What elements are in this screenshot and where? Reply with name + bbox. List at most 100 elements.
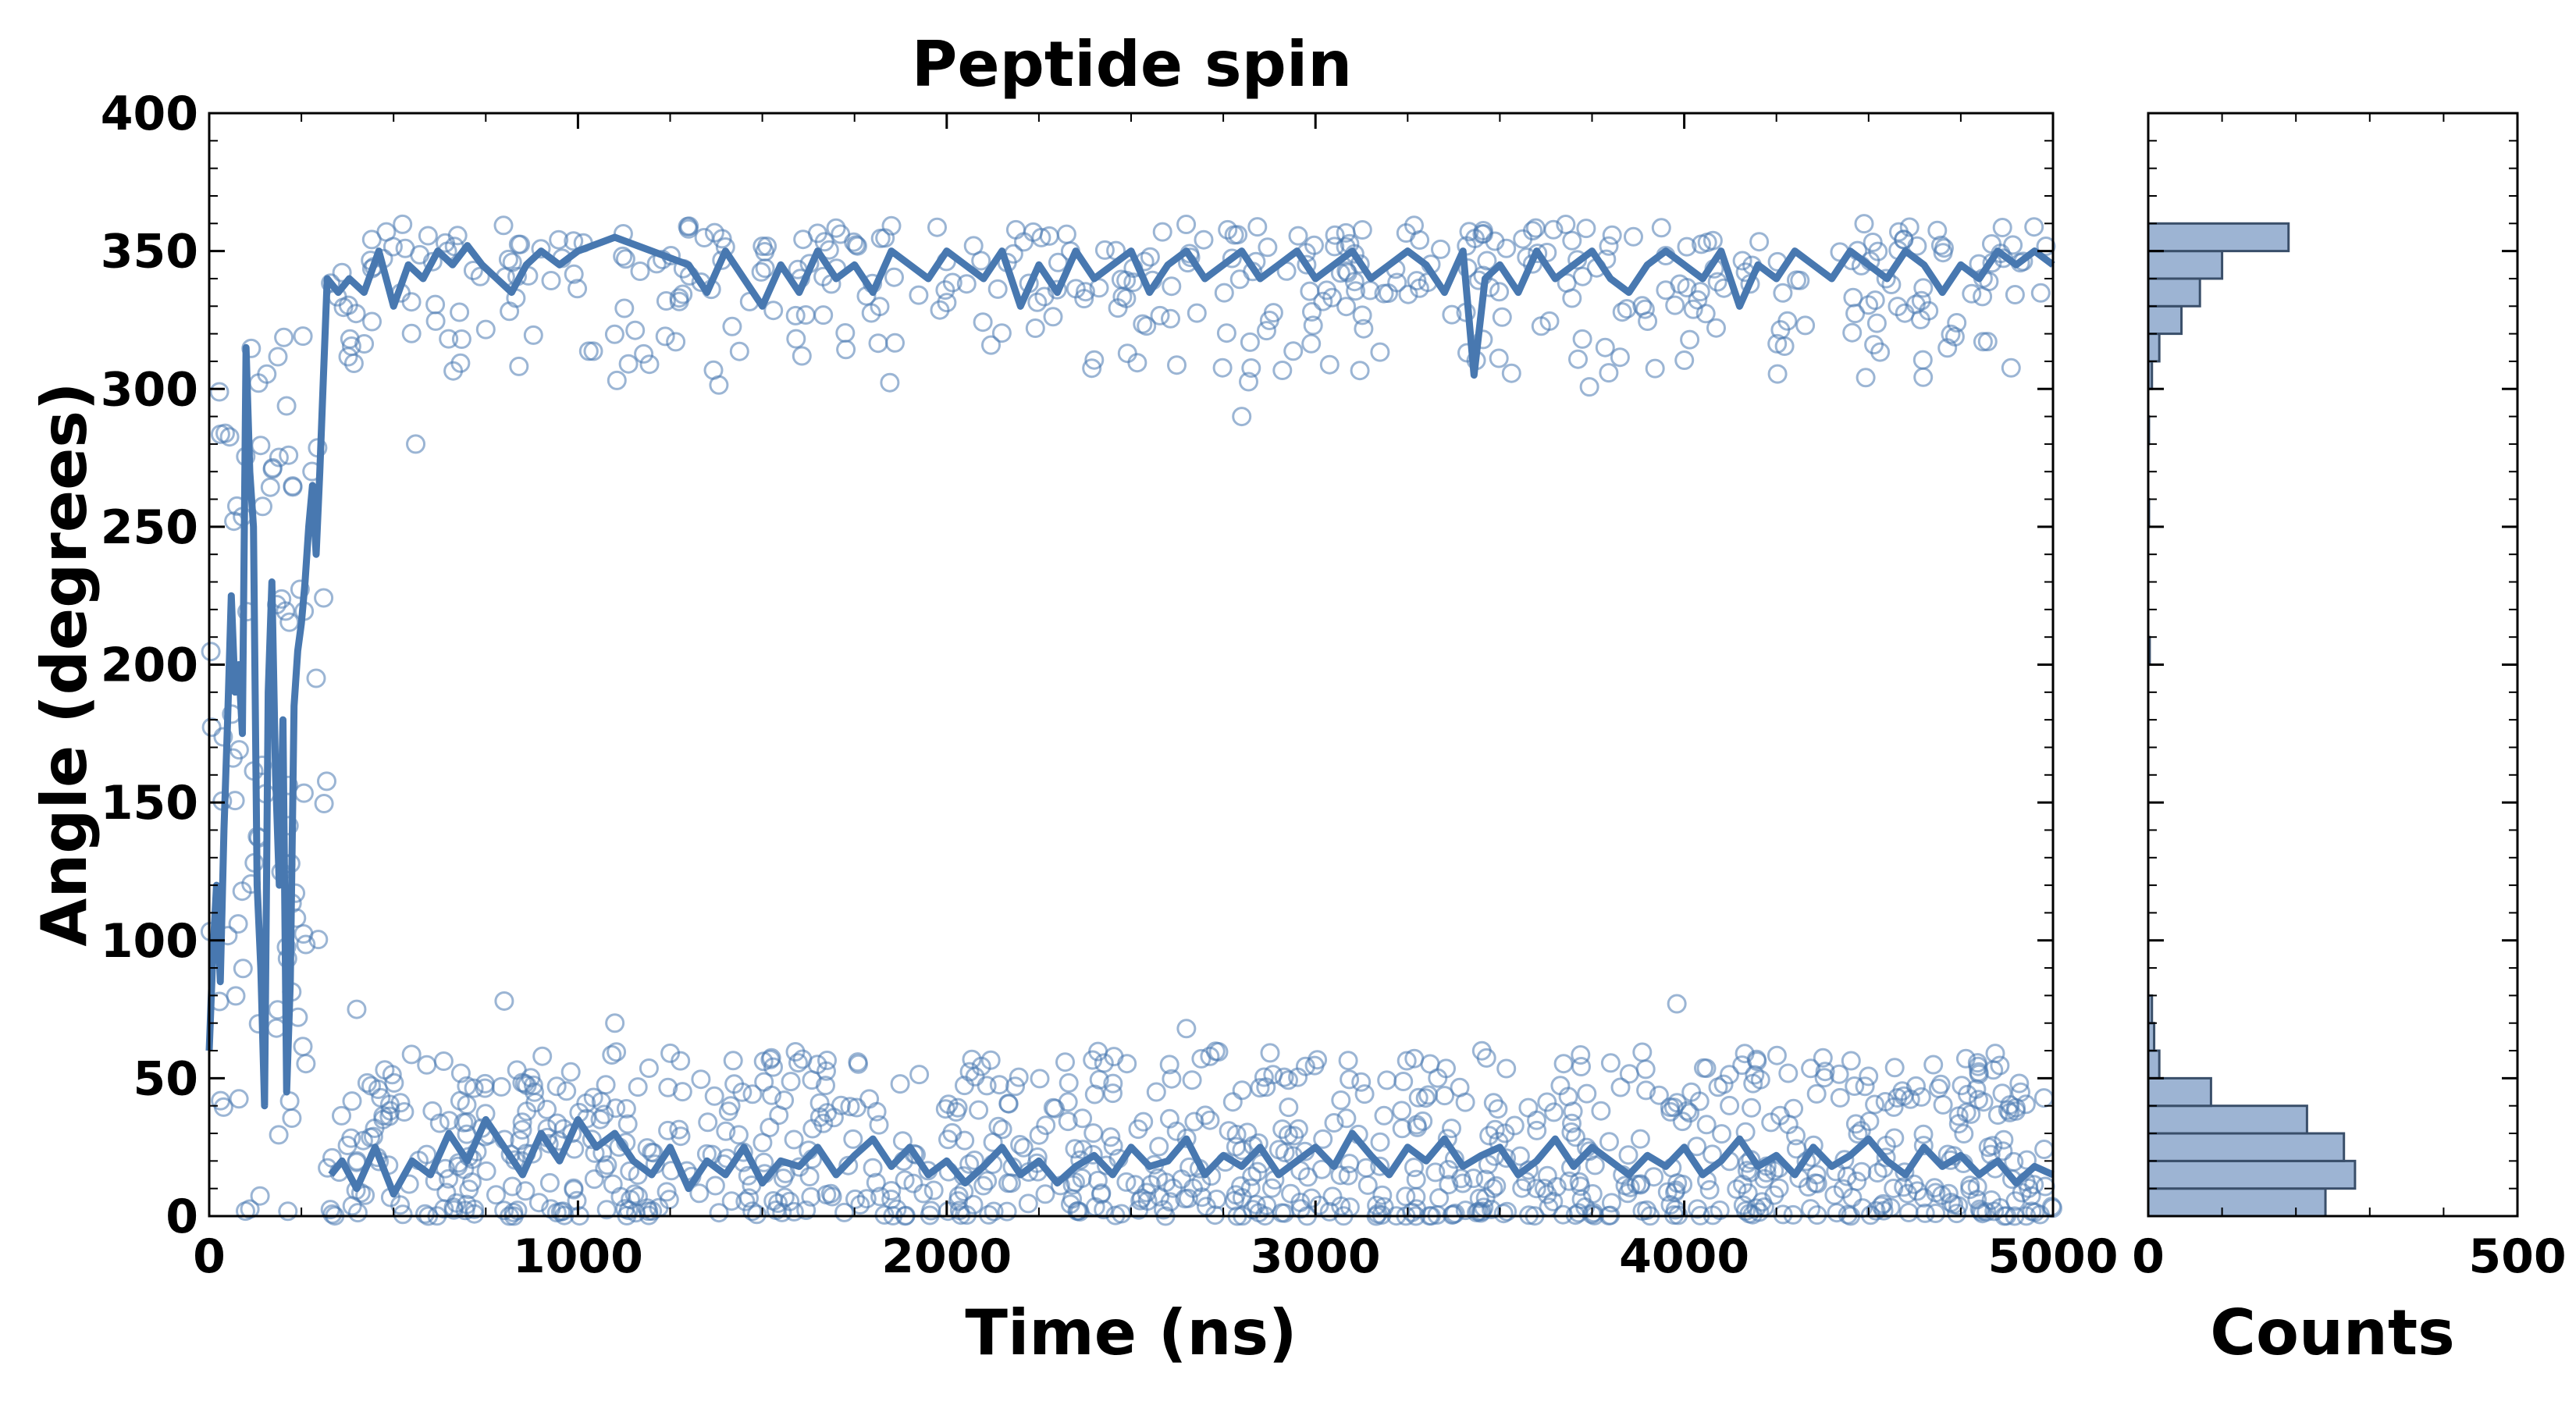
scatter-point <box>1733 1195 1753 1215</box>
scatter-point <box>1814 1068 1834 1088</box>
scatter-point <box>742 1084 763 1104</box>
scatter-point <box>1222 248 1242 269</box>
scatter-point <box>1923 1055 1944 1075</box>
scatter-point <box>817 1051 837 1070</box>
scatter-point <box>955 1130 975 1151</box>
scatter-point <box>1218 219 1238 240</box>
scatter-point <box>560 1062 581 1082</box>
histogram-bar <box>2147 222 2290 253</box>
scatter-point <box>293 1037 313 1057</box>
scatter-point <box>1404 1158 1424 1178</box>
scatter-point <box>655 326 675 347</box>
scatter-point <box>457 1112 477 1133</box>
scatter-point <box>786 329 806 349</box>
scatter-point <box>1845 1114 1866 1134</box>
scatter-point <box>1971 1201 1991 1222</box>
scatter-point <box>840 1097 860 1117</box>
scatter-point <box>1133 1112 1154 1132</box>
scatter-point <box>1325 237 1345 257</box>
scatter-point <box>1696 1058 1717 1079</box>
scatter-point <box>1934 238 1954 258</box>
scatter-point <box>1087 1170 1108 1190</box>
scatter-point <box>1562 1113 1582 1133</box>
scatter-point <box>343 354 364 373</box>
scatter-point <box>1842 322 1863 343</box>
scatter-point <box>739 1188 759 1208</box>
scatter-point <box>1632 1042 1653 1062</box>
scatter-point <box>1969 1090 1988 1110</box>
scatter-point <box>253 496 272 517</box>
scatter-point <box>964 1151 984 1170</box>
scatter-point <box>1301 1188 1322 1208</box>
scatter-point <box>1899 217 1920 237</box>
scatter-point <box>240 1199 260 1219</box>
scatter-point <box>1331 1090 1351 1110</box>
scatter-point <box>1875 1092 1895 1112</box>
scatter-point <box>1518 1097 1539 1118</box>
scatter-point <box>959 1062 980 1082</box>
scatter-point <box>1212 357 1233 378</box>
scatter-point <box>1429 1188 1450 1208</box>
scatter-point <box>1094 240 1115 260</box>
scatter-point <box>859 1089 880 1109</box>
scatter-point <box>868 333 888 354</box>
scatter-point <box>1489 348 1509 368</box>
scatter-point <box>1425 1162 1446 1183</box>
scatter-point <box>1001 1173 1021 1193</box>
scatter-point <box>1459 222 1479 242</box>
histogram-x-tick-labels: 0 500 <box>2132 1229 2567 1284</box>
scatter-point <box>1727 1179 1747 1199</box>
scatter-point <box>1732 251 1752 271</box>
scatter-point <box>698 1112 718 1133</box>
scatter-point <box>394 1102 415 1122</box>
scatter-point <box>1127 353 1147 373</box>
scatter-point <box>1420 1054 1440 1074</box>
scatter-point <box>1787 270 1806 290</box>
scatter-point <box>729 341 749 361</box>
scatter-point <box>2011 1082 2030 1102</box>
scatter-point <box>963 236 984 256</box>
scatter-point <box>1677 237 1697 257</box>
trace-line-2 <box>328 1115 2055 1198</box>
scatter-point <box>1703 1144 1723 1165</box>
scatter-point <box>869 1115 889 1135</box>
scatter-point <box>395 238 415 258</box>
scatter-point <box>1742 1097 1762 1118</box>
scatter-point <box>1232 407 1252 427</box>
scatter-point <box>863 1158 883 1178</box>
scatter-point <box>1055 1052 1075 1072</box>
y-tick-label: 350 <box>101 225 198 279</box>
y-tick-label: 100 <box>101 914 198 969</box>
scatter-point <box>322 1204 343 1224</box>
scatter-point <box>1239 372 1258 392</box>
scatter-point <box>671 1126 691 1147</box>
scatter-point <box>1035 1184 1055 1204</box>
scatter-point <box>1272 361 1293 380</box>
scatter-point <box>1083 1123 1104 1144</box>
scatter-point <box>494 991 514 1011</box>
scatter-point <box>846 235 866 255</box>
scatter-point <box>1848 1124 1868 1144</box>
scatter-point <box>935 280 955 301</box>
scatter-point <box>979 1204 999 1225</box>
scatter-point <box>1563 1101 1583 1122</box>
scatter-point <box>788 1053 808 1073</box>
scatter-point <box>1340 1154 1360 1174</box>
scatter-point <box>895 1170 915 1190</box>
scatter-point <box>1952 1076 1972 1096</box>
scatter-point <box>1982 234 2001 254</box>
scatter-point <box>532 1046 553 1066</box>
scatter-point <box>209 382 229 402</box>
scatter-point <box>607 1042 627 1062</box>
scatter-point <box>338 295 358 315</box>
scatter-point <box>1778 1063 1799 1083</box>
scatter-point <box>1162 276 1182 297</box>
scatter-point <box>1898 1203 1919 1222</box>
scatter-point <box>1672 1112 1692 1132</box>
scatter-point <box>639 1058 659 1078</box>
scatter-point <box>1651 218 1671 238</box>
scatter-point <box>1632 1201 1653 1221</box>
scatter-point <box>1947 1204 1967 1224</box>
scatter-point <box>1103 1083 1123 1104</box>
scatter-point <box>801 1186 821 1207</box>
